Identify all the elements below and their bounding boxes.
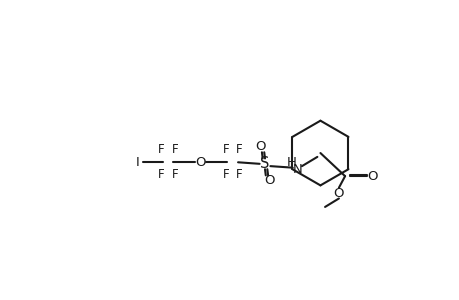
Text: O: O — [264, 174, 274, 187]
Text: O: O — [195, 156, 205, 169]
Text: N: N — [292, 164, 302, 176]
Text: I: I — [135, 156, 139, 169]
Text: F: F — [222, 168, 229, 181]
Text: F: F — [222, 143, 229, 157]
Text: H: H — [285, 156, 296, 169]
Text: O: O — [366, 169, 376, 183]
Text: S: S — [260, 156, 269, 171]
Text: F: F — [236, 168, 242, 181]
Text: F: F — [236, 143, 242, 157]
Text: F: F — [171, 143, 178, 157]
Text: O: O — [333, 187, 343, 200]
Text: F: F — [157, 143, 164, 157]
Text: F: F — [157, 168, 164, 181]
Text: F: F — [171, 168, 178, 181]
Text: O: O — [255, 140, 265, 153]
